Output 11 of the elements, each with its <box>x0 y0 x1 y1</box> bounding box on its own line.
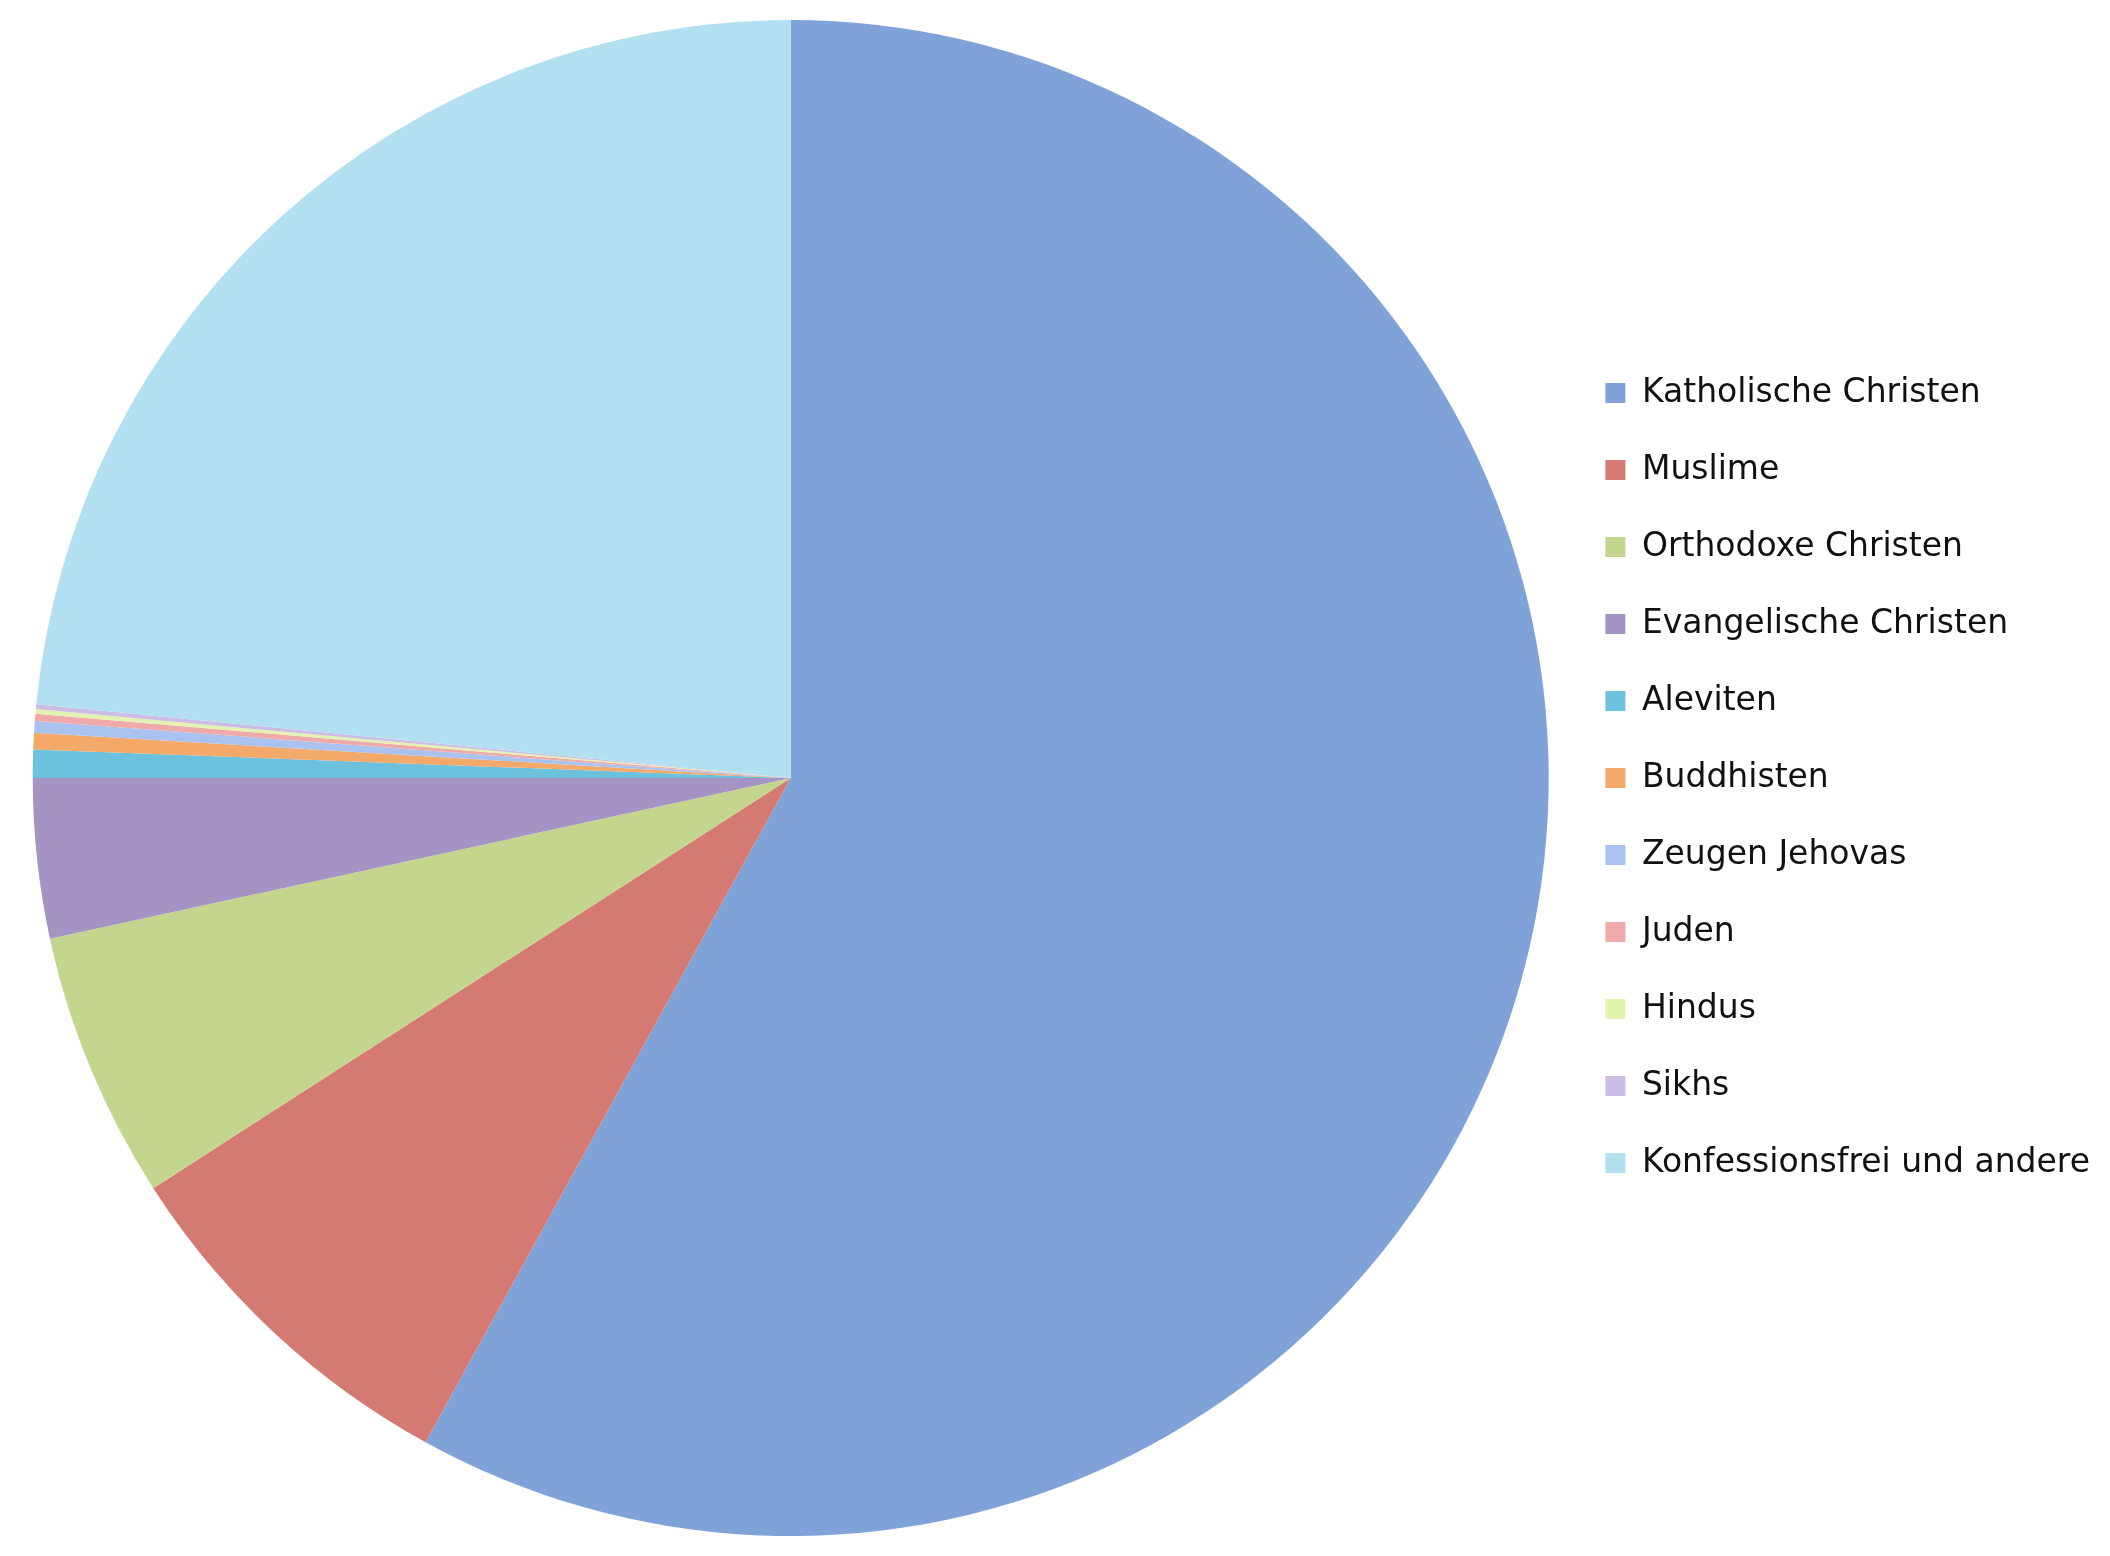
legend-label: Aleviten <box>1641 678 1777 718</box>
legend-label: Zeugen Jehovas <box>1641 832 1907 872</box>
legend-label: Katholische Christen <box>1641 370 1981 410</box>
legend-label: Muslime <box>1641 447 1780 487</box>
legend-label: Sikhs <box>1641 1063 1730 1103</box>
legend-label: Evangelische Christen <box>1641 601 2009 641</box>
legend-label: Juden <box>1639 909 1735 949</box>
legend-label: Hindus <box>1641 986 1756 1026</box>
legend-label: Buddhisten <box>1641 755 1829 795</box>
legend-label: Orthodoxe Christen <box>1641 524 1963 564</box>
legend-label: Konfessionsfrei und andere <box>1641 1140 2091 1180</box>
